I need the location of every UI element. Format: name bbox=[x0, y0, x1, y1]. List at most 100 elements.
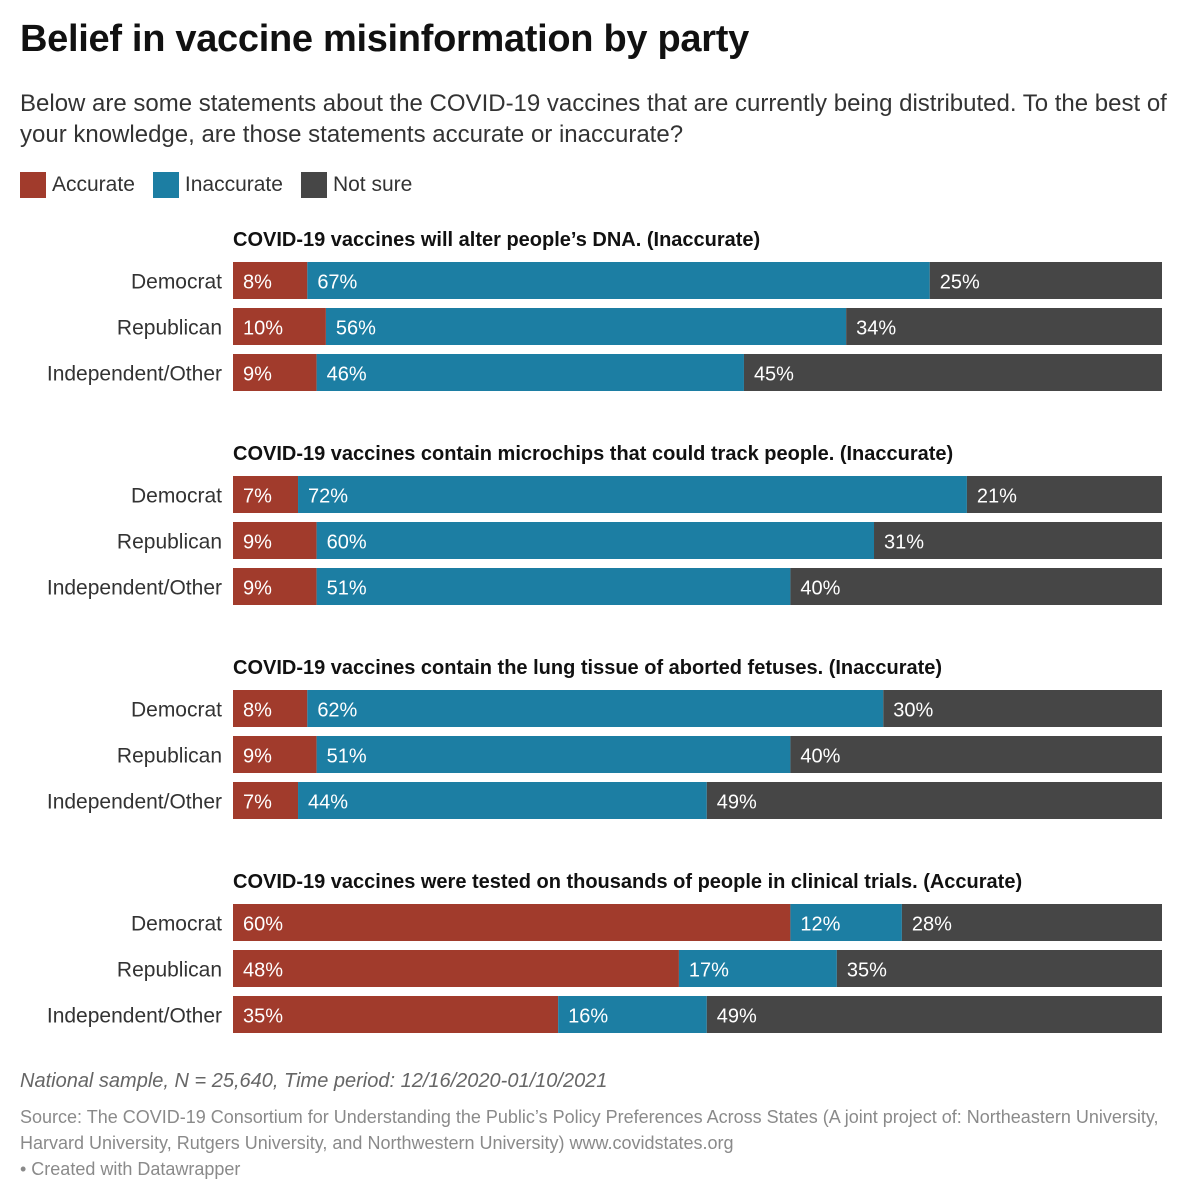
bar-segment-accurate bbox=[233, 522, 317, 559]
data-label-not-sure: 45% bbox=[754, 364, 794, 386]
data-label-not-sure: 28% bbox=[912, 914, 952, 936]
legend-item-inaccurate: Inaccurate bbox=[152, 172, 283, 198]
legend-label-not-sure: Not sure bbox=[332, 173, 413, 196]
data-label-inaccurate: 46% bbox=[327, 364, 367, 386]
legend-label-inaccurate: Inaccurate bbox=[184, 173, 283, 196]
data-label-inaccurate: 60% bbox=[327, 532, 367, 554]
data-label-accurate: 9% bbox=[243, 364, 272, 386]
source-note: Source: The COVID-19 Consortium for Unde… bbox=[20, 1104, 1170, 1182]
data-label-accurate: 35% bbox=[243, 1006, 283, 1028]
bar-segment-accurate bbox=[233, 354, 317, 391]
legend-item-accurate: Accurate bbox=[20, 172, 135, 198]
bar-segment-inaccurate bbox=[790, 904, 902, 941]
data-label-accurate: 10% bbox=[243, 318, 283, 340]
bar-segment-inaccurate bbox=[316, 568, 791, 605]
data-label-inaccurate: 56% bbox=[336, 318, 376, 340]
bar-segment-accurate bbox=[233, 996, 559, 1033]
data-label-inaccurate: 16% bbox=[568, 1006, 608, 1028]
panel-title: COVID-19 vaccines were tested on thousan… bbox=[233, 871, 1022, 893]
bar-segment-inaccurate bbox=[316, 736, 791, 773]
data-label-not-sure: 35% bbox=[847, 960, 887, 982]
data-label-not-sure: 25% bbox=[940, 272, 980, 294]
data-label-inaccurate: 17% bbox=[689, 960, 729, 982]
data-label-accurate: 8% bbox=[243, 700, 272, 722]
bar-segment-inaccurate bbox=[307, 262, 930, 299]
row-label: Democrat bbox=[131, 271, 222, 294]
data-label-not-sure: 49% bbox=[717, 1006, 757, 1028]
row-label: Independent/Other bbox=[47, 577, 222, 600]
data-label-accurate: 9% bbox=[243, 532, 272, 554]
data-label-accurate: 60% bbox=[243, 914, 283, 936]
panel-title: COVID-19 vaccines contain the lung tissu… bbox=[233, 657, 942, 679]
row-label: Democrat bbox=[131, 913, 222, 936]
bar-segment-not-sure bbox=[836, 950, 1162, 987]
row-label: Democrat bbox=[131, 699, 222, 722]
data-label-not-sure: 31% bbox=[884, 532, 924, 554]
bar-segment-not-sure bbox=[846, 308, 1162, 345]
bar-segment-accurate bbox=[233, 736, 317, 773]
bar-segment-accurate bbox=[233, 568, 317, 605]
bar-segment-not-sure bbox=[966, 476, 1162, 513]
bar-segment-inaccurate bbox=[316, 522, 875, 559]
data-label-inaccurate: 51% bbox=[327, 746, 367, 768]
bar-segment-not-sure bbox=[790, 568, 1162, 605]
data-label-inaccurate: 72% bbox=[308, 486, 348, 508]
data-label-not-sure: 34% bbox=[856, 318, 896, 340]
source-text: Source: The COVID-19 Consortium for Unde… bbox=[20, 1107, 1159, 1153]
data-label-inaccurate: 44% bbox=[308, 792, 348, 814]
bar-segment-inaccurate bbox=[316, 354, 744, 391]
row-label: Independent/Other bbox=[47, 791, 222, 814]
row-label: Democrat bbox=[131, 485, 222, 508]
bar-segment-not-sure bbox=[929, 262, 1162, 299]
panel-title: COVID-19 vaccines contain microchips tha… bbox=[233, 443, 953, 465]
data-label-not-sure: 49% bbox=[717, 792, 757, 814]
legend: Accurate Inaccurate Not sure bbox=[20, 172, 430, 198]
data-label-accurate: 8% bbox=[243, 272, 272, 294]
bar-segment-accurate bbox=[233, 262, 308, 299]
bar-segment-inaccurate bbox=[298, 476, 967, 513]
bar-segment-not-sure bbox=[743, 354, 1162, 391]
bar-segment-inaccurate bbox=[298, 782, 707, 819]
data-label-inaccurate: 51% bbox=[327, 578, 367, 600]
legend-swatch-not-sure bbox=[300, 172, 327, 198]
bar-segment-inaccurate bbox=[307, 690, 884, 727]
legend-label-accurate: Accurate bbox=[52, 173, 135, 196]
data-label-not-sure: 21% bbox=[977, 486, 1017, 508]
data-label-inaccurate: 67% bbox=[317, 272, 357, 294]
bar-segment-inaccurate bbox=[325, 308, 847, 345]
data-label-inaccurate: 62% bbox=[317, 700, 357, 722]
bar-segment-inaccurate bbox=[558, 996, 707, 1033]
data-label-not-sure: 40% bbox=[800, 746, 840, 768]
data-label-accurate: 7% bbox=[243, 486, 272, 508]
bar-segment-not-sure bbox=[883, 690, 1162, 727]
bar-segment-accurate bbox=[233, 904, 791, 941]
data-label-accurate: 7% bbox=[243, 792, 272, 814]
sample-note: National sample, N = 25,640, Time period… bbox=[20, 1070, 608, 1092]
bar-segment-not-sure bbox=[901, 904, 1162, 941]
chart-title: Belief in vaccine misinformation by part… bbox=[20, 18, 749, 60]
data-label-not-sure: 30% bbox=[893, 700, 933, 722]
bar-segment-not-sure bbox=[790, 736, 1162, 773]
row-label: Republican bbox=[117, 531, 222, 554]
row-label: Independent/Other bbox=[47, 363, 222, 386]
row-label: Republican bbox=[117, 317, 222, 340]
legend-item-not-sure: Not sure bbox=[300, 172, 413, 198]
chart-subtitle: Below are some statements about the COVI… bbox=[20, 90, 1167, 148]
bar-segment-not-sure bbox=[706, 996, 1162, 1033]
bar-segment-accurate bbox=[233, 476, 299, 513]
bar-segment-accurate bbox=[233, 308, 326, 345]
bar-segment-not-sure bbox=[706, 782, 1162, 819]
bar-segment-accurate bbox=[233, 950, 679, 987]
datawrapper-credit: • Created with Datawrapper bbox=[20, 1159, 241, 1179]
data-label-not-sure: 40% bbox=[800, 578, 840, 600]
legend-swatch-inaccurate bbox=[152, 172, 179, 198]
stacked-bar-chart: COVID-19 vaccines will alter people’s DN… bbox=[47, 229, 1162, 1033]
data-label-inaccurate: 12% bbox=[800, 914, 840, 936]
row-label: Republican bbox=[117, 959, 222, 982]
bar-segment-inaccurate bbox=[678, 950, 837, 987]
bar-segment-accurate bbox=[233, 782, 299, 819]
bar-segment-not-sure bbox=[874, 522, 1162, 559]
legend-swatch-accurate bbox=[20, 172, 46, 198]
data-label-accurate: 9% bbox=[243, 746, 272, 768]
row-label: Independent/Other bbox=[47, 1005, 222, 1028]
